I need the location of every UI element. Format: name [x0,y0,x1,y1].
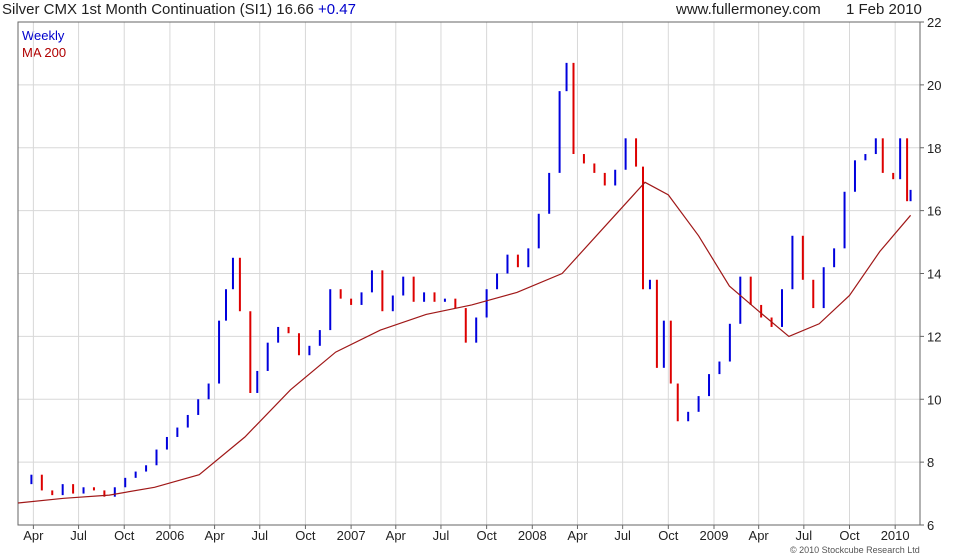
source-url[interactable]: www.fullermoney.com [676,1,821,18]
y-tick-label: 20 [927,78,941,93]
y-tick-label: 14 [927,267,941,282]
x-tick-label: Jul [70,528,87,543]
x-tick-label: Oct [114,528,135,543]
x-tick-label: Apr [386,528,407,543]
x-tick-label: Oct [839,528,860,543]
y-tick-label: 8 [927,455,934,470]
price-change: +0.47 [318,1,356,18]
y-tick-label: 6 [927,518,934,533]
x-tick-label: Apr [23,528,44,543]
x-tick-label: Jul [433,528,450,543]
x-tick-label: Oct [295,528,316,543]
x-tick-label: Oct [477,528,498,543]
y-tick-label: 12 [927,329,941,344]
x-tick-label: Oct [658,528,679,543]
chart-title-text: Silver CMX 1st Month Continuation (SI1) … [2,1,314,18]
x-tick-label: 2006 [155,528,184,543]
legend-weekly: Weekly [22,28,65,43]
ma200-line [17,181,912,504]
chart-date: 1 Feb 2010 [846,1,922,18]
x-tick-label: Jul [796,528,813,543]
x-tick-label: 2008 [518,528,547,543]
x-tick-label: 2010 [881,528,910,543]
x-tick-label: Apr [567,528,588,543]
x-tick-label: Jul [614,528,631,543]
y-tick-label: 22 [927,15,941,30]
x-tick-label: 2007 [337,528,366,543]
y-tick-label: 10 [927,392,941,407]
x-tick-label: Jul [251,528,268,543]
copyright: © 2010 Stockcube Research Ltd [790,545,920,555]
y-tick-label: 18 [927,141,941,156]
x-tick-label: Apr [204,528,225,543]
x-tick-label: Apr [749,528,770,543]
chart-title: Silver CMX 1st Month Continuation (SI1) … [2,1,356,18]
x-tick-label: 2009 [700,528,729,543]
y-tick-label: 16 [927,204,941,219]
